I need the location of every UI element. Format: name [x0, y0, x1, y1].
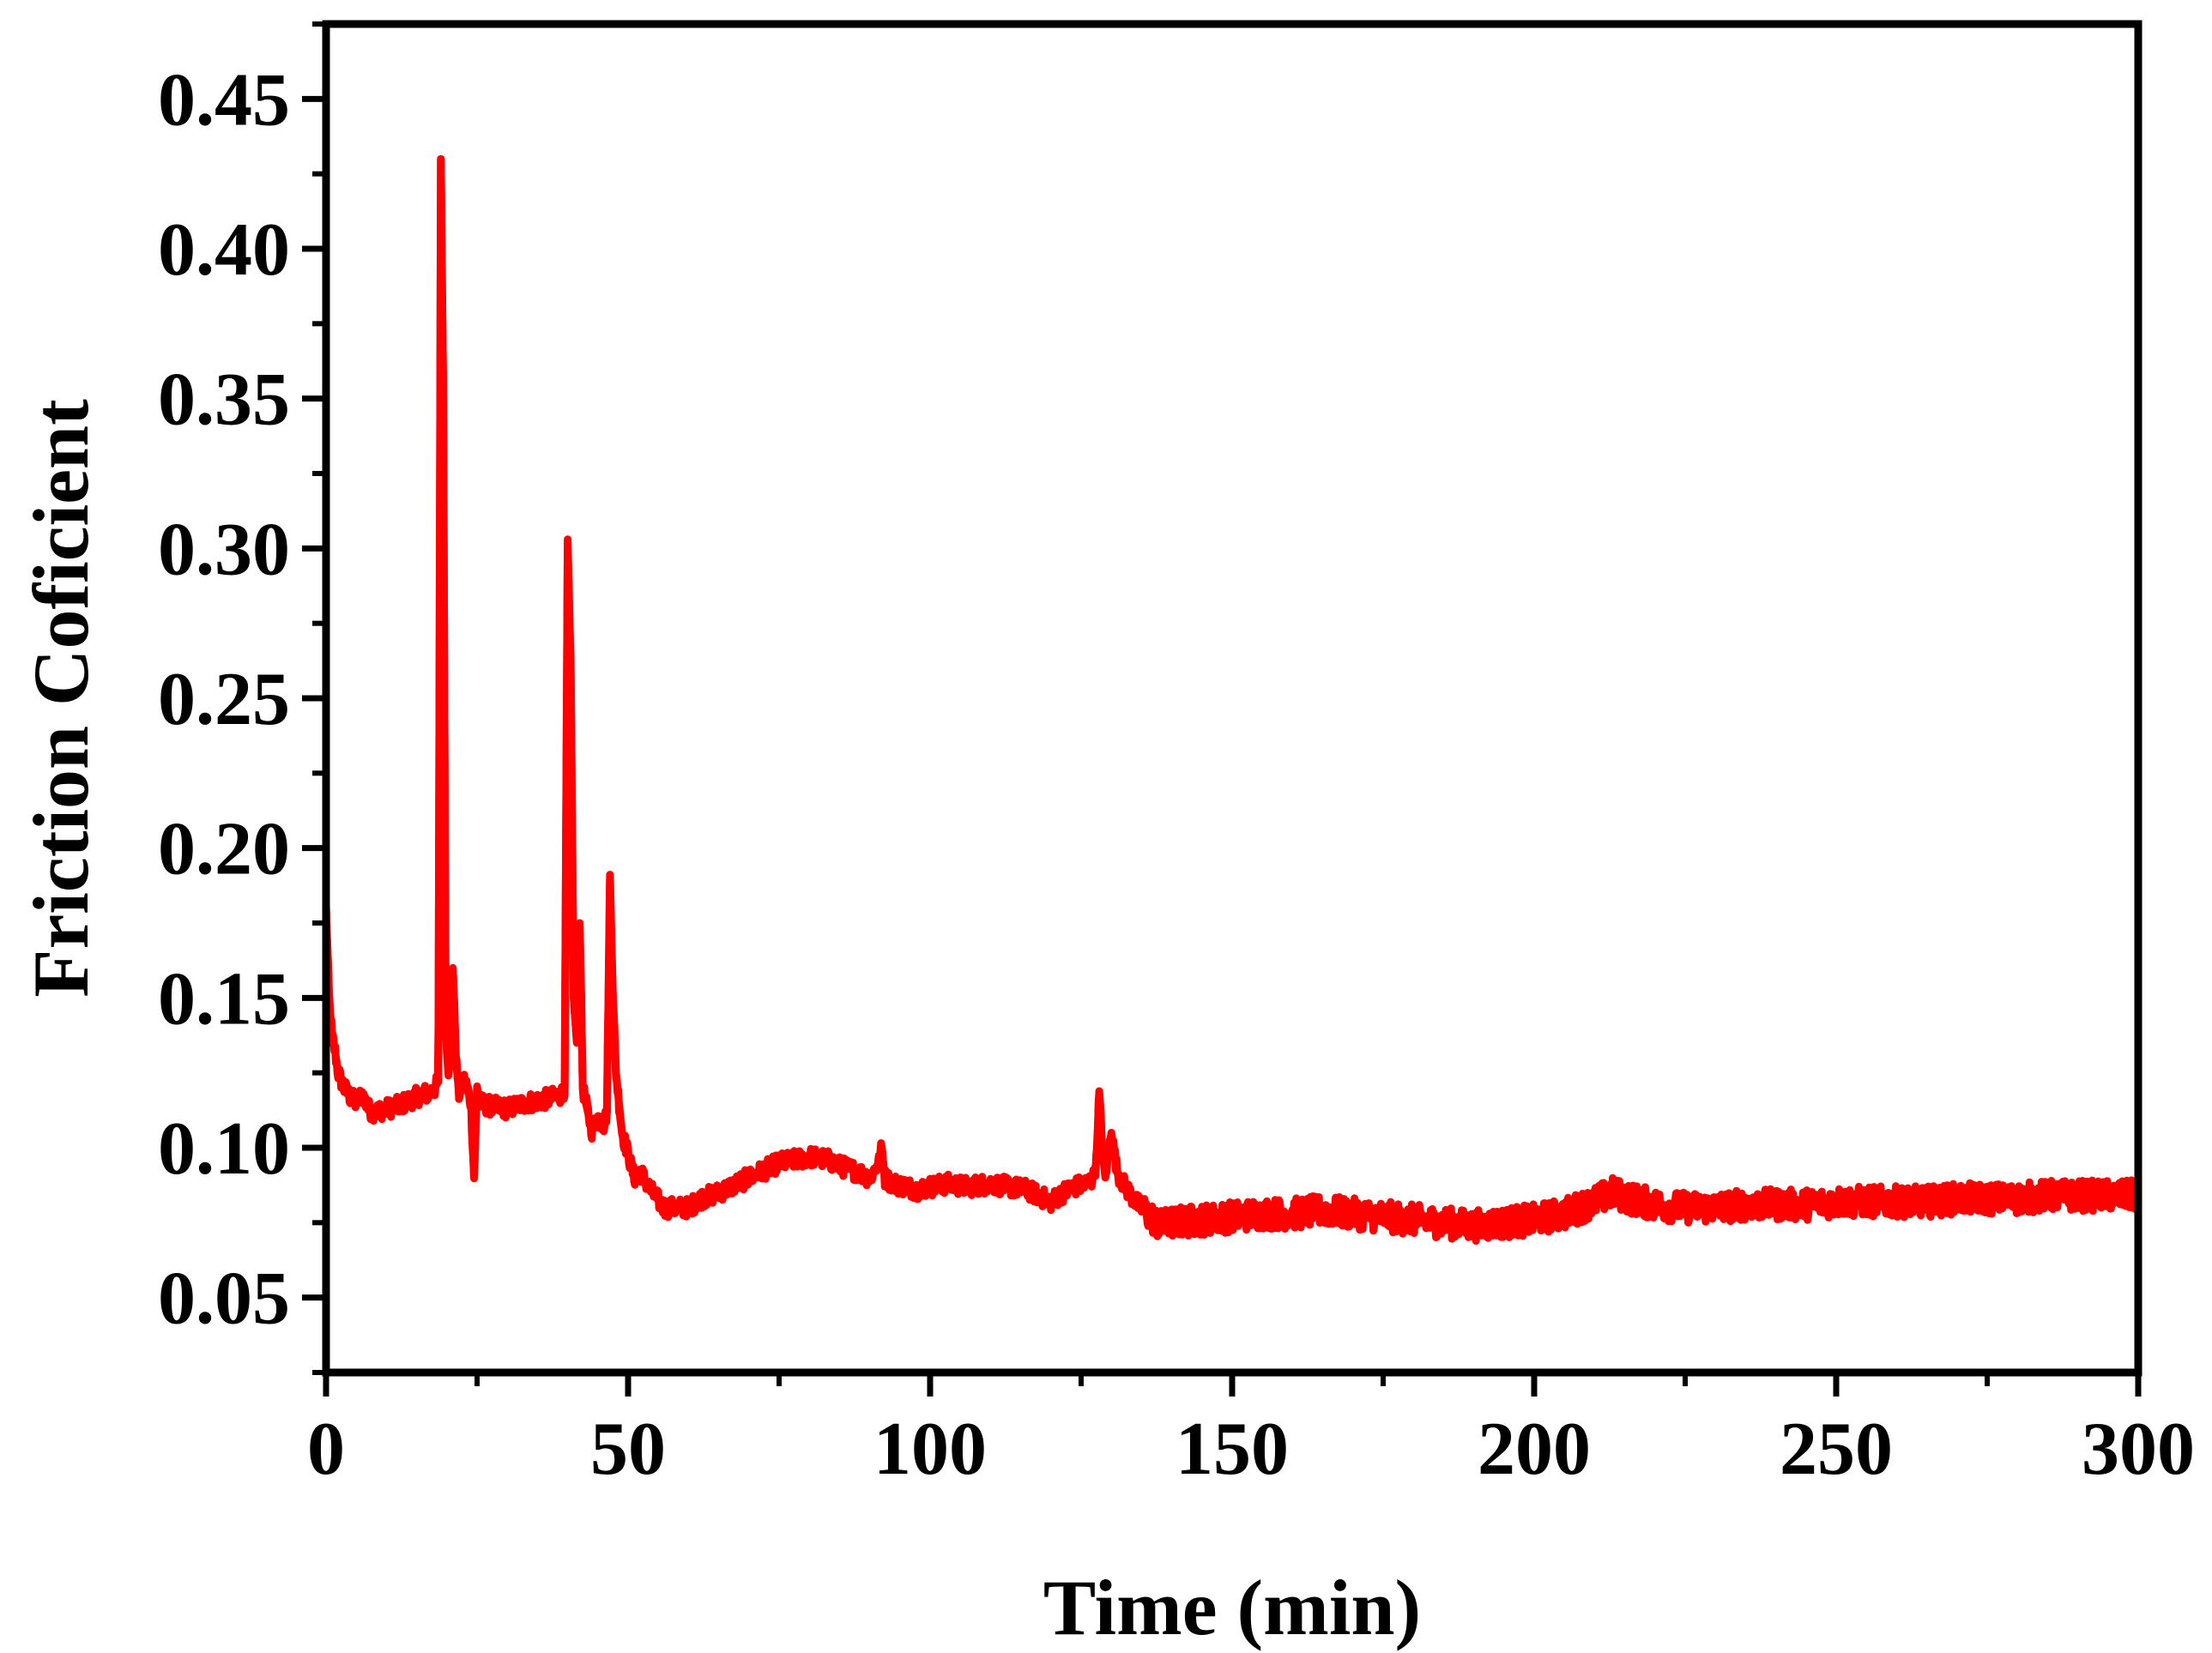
y-tick-label: 0.30: [158, 508, 290, 591]
y-tick-label: 0.15: [158, 957, 290, 1041]
x-tick-label: 300: [2082, 1408, 2195, 1491]
x-tick-label: 100: [873, 1408, 987, 1491]
x-tick-label: 0: [307, 1408, 345, 1491]
x-tick-label: 200: [1478, 1408, 1591, 1491]
y-tick-label: 0.10: [158, 1107, 290, 1191]
y-tick-label: 0.25: [158, 658, 290, 741]
axis-layer: 0 50 100 150 200 250 300 0.05 0.10 0.15 0.20 0.25 0.…: [158, 21, 2195, 1491]
y-tick-label: 0.35: [158, 359, 290, 442]
y-tick-label: 0.40: [158, 208, 290, 292]
x-tick-label: 50: [590, 1408, 666, 1491]
plot-frame: [322, 20, 2142, 1377]
x-tick-label: 150: [1176, 1408, 1289, 1491]
x-axis-title: Time (min): [1043, 1564, 1421, 1651]
y-tick-label: 0.05: [158, 1258, 290, 1341]
y-tick-label: 0.20: [158, 808, 290, 891]
series-line: [322, 155, 2142, 1246]
y-tick-label: 0.45: [158, 58, 290, 142]
y-axis-title: Friction Coficient: [17, 399, 105, 998]
x-tick-label: 250: [1780, 1408, 1893, 1491]
series-layer: [322, 154, 2142, 1246]
series-envelope: [322, 154, 2142, 1230]
